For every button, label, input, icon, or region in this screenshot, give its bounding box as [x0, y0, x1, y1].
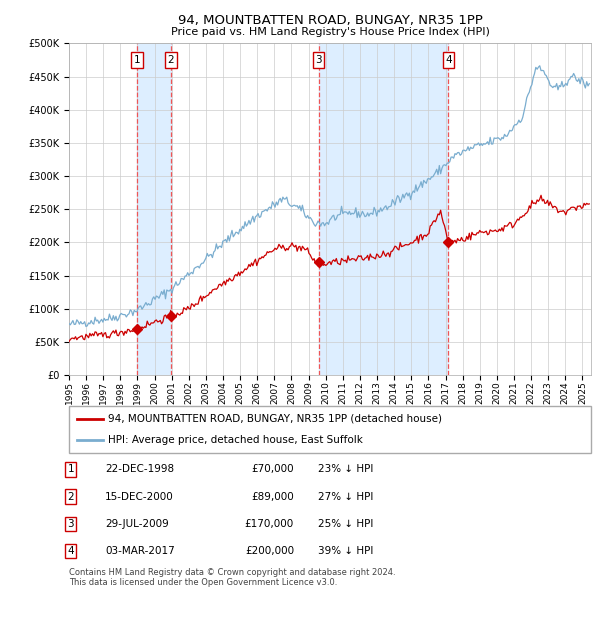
Text: 94, MOUNTBATTEN ROAD, BUNGAY, NR35 1PP: 94, MOUNTBATTEN ROAD, BUNGAY, NR35 1PP — [178, 14, 482, 27]
Text: 39% ↓ HPI: 39% ↓ HPI — [318, 546, 373, 556]
Text: 29-JUL-2009: 29-JUL-2009 — [105, 519, 169, 529]
Text: 22-DEC-1998: 22-DEC-1998 — [105, 464, 174, 474]
Text: 2: 2 — [67, 492, 74, 502]
Text: 23% ↓ HPI: 23% ↓ HPI — [318, 464, 373, 474]
Text: 4: 4 — [67, 546, 74, 556]
Text: Contains HM Land Registry data © Crown copyright and database right 2024.
This d: Contains HM Land Registry data © Crown c… — [69, 568, 395, 587]
Text: 4: 4 — [445, 55, 452, 65]
Text: 3: 3 — [67, 519, 74, 529]
Text: 15-DEC-2000: 15-DEC-2000 — [105, 492, 174, 502]
Text: £200,000: £200,000 — [245, 546, 294, 556]
Text: HPI: Average price, detached house, East Suffolk: HPI: Average price, detached house, East… — [108, 435, 363, 445]
Text: 25% ↓ HPI: 25% ↓ HPI — [318, 519, 373, 529]
Text: 2: 2 — [167, 55, 175, 65]
Text: 3: 3 — [315, 55, 322, 65]
Text: Price paid vs. HM Land Registry's House Price Index (HPI): Price paid vs. HM Land Registry's House … — [170, 27, 490, 37]
Text: 03-MAR-2017: 03-MAR-2017 — [105, 546, 175, 556]
Text: 1: 1 — [134, 55, 140, 65]
Text: £170,000: £170,000 — [245, 519, 294, 529]
Bar — [319, 43, 448, 375]
FancyBboxPatch shape — [69, 406, 591, 453]
Text: £70,000: £70,000 — [251, 464, 294, 474]
Text: 1: 1 — [67, 464, 74, 474]
Text: £89,000: £89,000 — [251, 492, 294, 502]
Text: 94, MOUNTBATTEN ROAD, BUNGAY, NR35 1PP (detached house): 94, MOUNTBATTEN ROAD, BUNGAY, NR35 1PP (… — [108, 414, 442, 423]
Text: 27% ↓ HPI: 27% ↓ HPI — [318, 492, 373, 502]
Bar — [137, 43, 171, 375]
